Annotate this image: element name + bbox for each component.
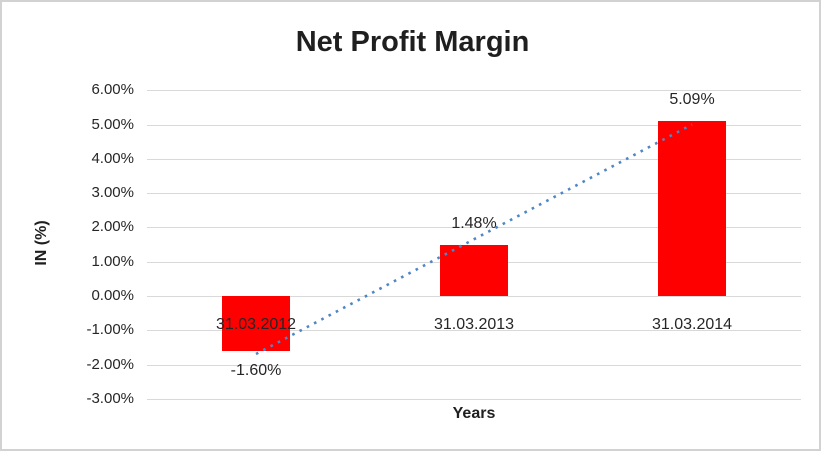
y-gridline: [147, 90, 801, 92]
y-tick-label: 0.00%: [91, 287, 134, 304]
x-category-label: 31.03.2012: [215, 316, 297, 333]
bar-data-label: 5.09%: [669, 91, 715, 109]
y-tick-label: 1.00%: [91, 252, 134, 270]
y-gridline: [147, 398, 801, 400]
y-tick-label: -2.00%: [86, 355, 134, 373]
y-gridline: [147, 364, 801, 366]
y-tick-label: -1.00%: [86, 321, 134, 339]
y-tick-label: 3.00%: [91, 184, 134, 202]
y-tick-label: 2.00%: [91, 218, 134, 236]
y-tick-label: 4.00%: [91, 149, 134, 167]
bar-data-label: 1.48%: [451, 215, 497, 233]
bar-data-label: -1.60%: [230, 361, 282, 379]
x-category-label: 31.03.2014: [651, 316, 733, 333]
y-tick-label: -3.00%: [86, 389, 134, 407]
y-tick-label: 5.00%: [91, 115, 134, 133]
bar-31.03.2014: [658, 121, 726, 296]
x-category-label: 31.03.2013: [433, 316, 515, 333]
chart-title: Net Profit Margin: [295, 26, 530, 58]
y-tick-label: 6.00%: [91, 81, 134, 99]
x-axis-title: Years: [452, 405, 496, 422]
bar-31.03.2013: [440, 245, 508, 296]
